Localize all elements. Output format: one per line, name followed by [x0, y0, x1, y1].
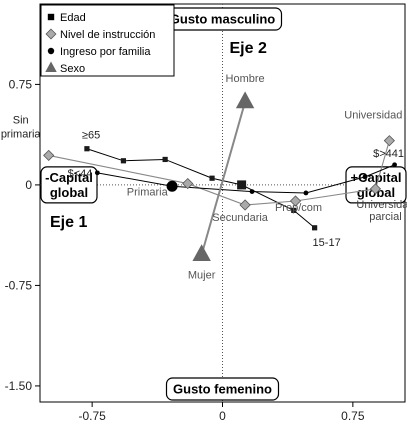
y-tick-label: 0.75	[9, 77, 33, 91]
point-label: $>441	[373, 148, 404, 160]
data-point-ingreso-por-familia	[392, 162, 397, 168]
legend-marker-square	[47, 13, 55, 21]
y-tick-label: -0.75	[5, 278, 33, 292]
legend-marker-triangle	[45, 61, 57, 72]
data-point-edad	[291, 207, 297, 213]
gusto-femenino-text: Gusto femenino	[173, 382, 272, 397]
data-point-nivel-de-instrucci-n	[239, 199, 251, 211]
legend-marker-diamond	[45, 28, 57, 40]
data-point-ingreso-por-familia	[249, 189, 255, 195]
point-label: Hombre	[226, 73, 265, 85]
point-label: Mujer	[188, 270, 216, 282]
point-label: $<44	[68, 168, 93, 180]
x-tick-label: 0.75	[341, 409, 365, 423]
axis-2-label: Eje 2	[230, 40, 267, 57]
data-point-edad	[84, 146, 90, 152]
legend-box	[40, 4, 175, 77]
data-point-nivel-de-instrucci-n	[289, 195, 302, 207]
point-label: Secundaria	[212, 212, 269, 224]
data-point-edad	[239, 182, 245, 188]
data-point-edad	[312, 225, 318, 231]
point-label: ≥65	[82, 130, 100, 142]
data-point-nivel-de-instrucci-n	[182, 177, 194, 190]
legend-label: Nivel de instrucción	[60, 29, 155, 41]
point-label: parcial	[369, 211, 401, 223]
data-point-edad	[162, 156, 168, 163]
gusto-masculino-text: Gusto masculino	[170, 12, 276, 27]
data-point-ingreso-por-familia	[94, 170, 100, 176]
y-tick-label: 0	[25, 178, 32, 192]
series-line-sexo	[200, 101, 247, 255]
minus-capital-global-text: global	[50, 185, 88, 200]
minus-capital-global-text: -Capital	[45, 170, 93, 185]
axis-1-label: Eje 1	[50, 214, 87, 231]
legend-label: Sexo	[60, 63, 85, 75]
plus-capital-global-text: +Capital	[351, 170, 402, 185]
data-point-ingreso-por-familia	[303, 190, 309, 196]
data-point-nivel-de-instrucci-n	[369, 183, 382, 195]
data-point-sexo	[192, 244, 211, 261]
point-label: primaria	[1, 128, 42, 140]
x-tick-label: 0	[219, 409, 226, 423]
series-line-ingreso-por-familia	[97, 164, 395, 194]
y-tick-label: -1.50	[5, 379, 33, 393]
legend: Edad Nivel de instrucción Ingreso por fami…	[40, 4, 175, 77]
data-point-ingreso-por-familia	[169, 183, 175, 189]
point-label: Primaria	[127, 187, 169, 199]
point-label: Universidad	[356, 199, 407, 211]
point-label: Sin	[13, 114, 29, 126]
legend-label: Edad	[60, 12, 86, 24]
data-point-nivel-de-instrucci-n	[43, 149, 55, 162]
x-tick-label: -0.75	[78, 409, 106, 423]
gusto-femenino-box	[165, 377, 280, 401]
point-label: Universidad	[344, 110, 402, 122]
data-point-edad	[209, 175, 215, 181]
legend-marker-circle	[47, 47, 55, 55]
data-point-edad	[120, 158, 127, 164]
data-point-sexo	[235, 91, 255, 109]
legend-label: Ingreso por familia	[60, 46, 151, 58]
data-point-ingreso-por-familia	[362, 174, 368, 180]
series-line-nivel-de-instrucci-n	[48, 140, 390, 206]
data-point-nivel-de-instrucci-n	[383, 135, 395, 147]
point-label: Prep/com	[275, 202, 322, 214]
point-label: 15-17	[313, 237, 341, 249]
minus-capital-global-box	[40, 166, 98, 204]
